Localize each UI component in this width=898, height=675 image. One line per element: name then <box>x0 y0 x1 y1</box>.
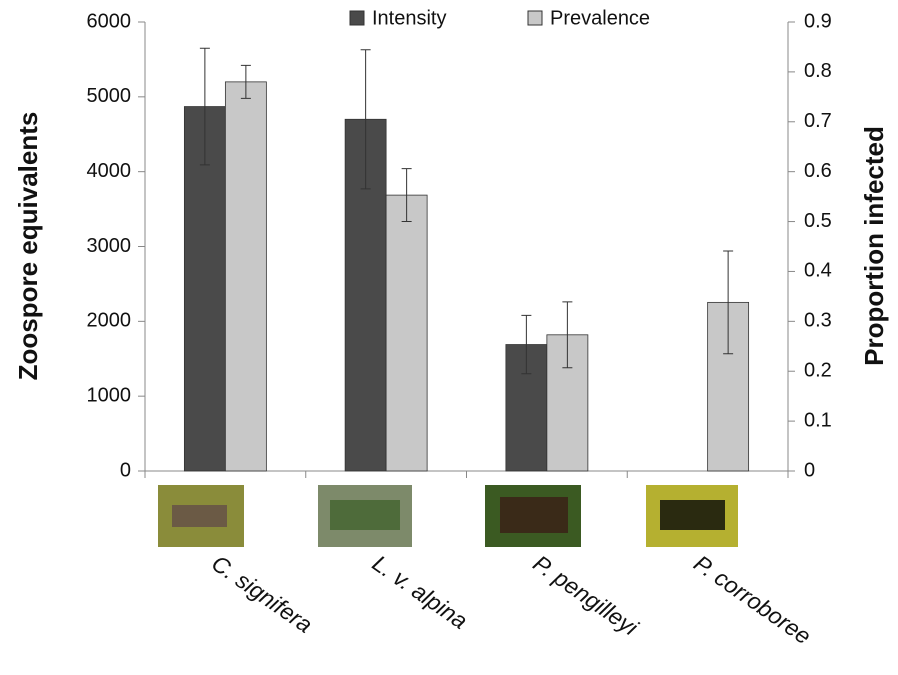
y2-tick-label: 0.1 <box>804 409 832 431</box>
photo-detail <box>330 500 400 530</box>
bar <box>386 195 427 471</box>
y-tick-label: 2000 <box>87 310 132 332</box>
legend-swatch <box>350 11 364 25</box>
bar <box>225 82 266 471</box>
x-tick-label: C. signifera <box>207 550 317 638</box>
y2-axis-title: Proportion infected <box>859 126 889 366</box>
y2-tick-label: 0.7 <box>804 110 832 132</box>
y2-tick-label: 0.3 <box>804 310 832 332</box>
x-tick-label: P. corroboree <box>689 550 816 650</box>
y2-tick-label: 0.8 <box>804 60 832 82</box>
legend-swatch <box>528 11 542 25</box>
legend-label: Prevalence <box>550 7 650 29</box>
y2-tick-label: 0.6 <box>804 160 832 182</box>
chart: Zoospore equivalents Proportion infected… <box>0 0 898 675</box>
x-tick-label: L. v. alpina <box>368 550 473 634</box>
y-tick-label: 1000 <box>87 384 132 406</box>
photo-detail <box>660 500 725 530</box>
y2-tick-label: 0 <box>804 459 815 481</box>
legend-label: Intensity <box>372 7 446 29</box>
y2-tick-label: 0.5 <box>804 210 832 232</box>
photo-detail <box>500 497 568 533</box>
photo-detail <box>172 505 227 527</box>
frog-photos <box>158 485 738 547</box>
page: {"chart_data": {"type": "bar", "ylabel":… <box>0 0 898 675</box>
y-tick-label: 3000 <box>87 235 132 257</box>
y-tick-label: 0 <box>120 459 131 481</box>
x-tick-label: P. pengilleyi <box>529 550 644 641</box>
y2-tick-label: 0.4 <box>804 260 832 282</box>
y2-tick-label: 0.9 <box>804 10 832 32</box>
y2-tick-label: 0.2 <box>804 360 832 382</box>
y-tick-label: 5000 <box>87 85 132 107</box>
y-axis-title: Zoospore equivalents <box>13 112 43 381</box>
y-tick-label: 4000 <box>87 160 132 182</box>
y-tick-label: 6000 <box>87 10 132 32</box>
